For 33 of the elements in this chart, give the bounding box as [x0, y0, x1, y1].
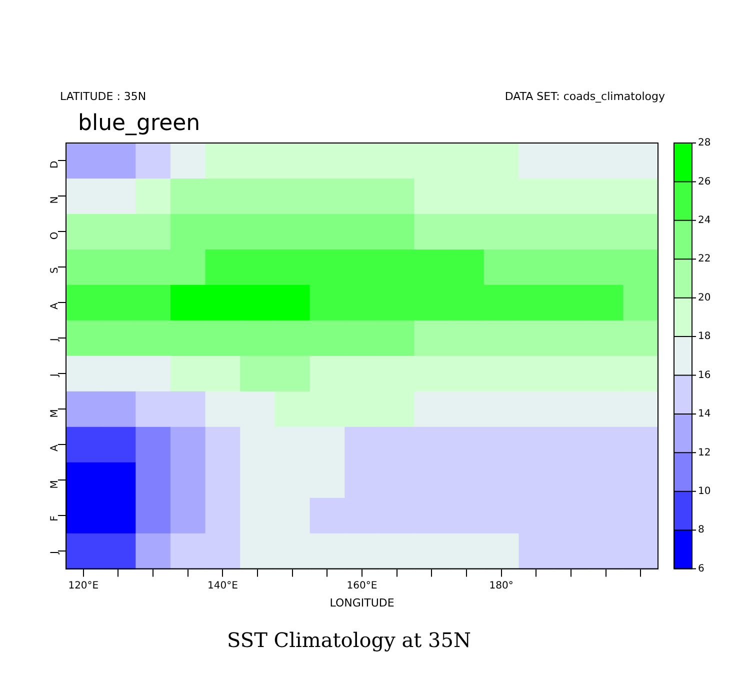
color-bar-label: 10: [698, 486, 711, 497]
text: SST Climatology at 35N: [227, 628, 471, 652]
color-bar-label: 18: [698, 331, 711, 342]
color-bar-label: 14: [698, 408, 711, 420]
x-axis-title: LONGITUDE: [330, 596, 394, 610]
x-tick-label: 140°E: [208, 580, 238, 592]
color-bar-label: 12: [698, 447, 711, 458]
x-tick-label: 160°E: [346, 580, 378, 592]
color-bar-label: 26: [698, 176, 711, 188]
text: DATA SET: coads_climatology: [504, 90, 666, 103]
color-bar-label: 28: [698, 138, 711, 149]
y-tick-label: M: [50, 480, 61, 489]
color-bar-label: 16: [698, 370, 711, 381]
y-tick-label: J: [50, 338, 61, 342]
y-tick-label: N: [50, 196, 61, 204]
y-tick-label: J: [50, 374, 61, 378]
color-bar-label: 22: [698, 254, 711, 265]
color-bar-label: 8: [698, 524, 704, 536]
color-bar-label: 20: [698, 292, 711, 304]
y-tick-label: D: [50, 160, 61, 168]
text: LATITUDE : 35N: [60, 90, 146, 103]
color-bar-label: 24: [698, 215, 711, 226]
y-tick-label: S: [50, 267, 61, 274]
y-tick-label: A: [50, 302, 61, 310]
color-bar-label: 6: [698, 563, 704, 574]
y-tick-label: O: [50, 232, 61, 240]
y-tick-label: F: [50, 515, 61, 522]
y-tick-label: M: [50, 409, 61, 418]
x-tick-label: 120°E: [68, 580, 99, 592]
x-tick-label: 180°: [489, 580, 514, 592]
y-tick-label: A: [50, 444, 61, 452]
text: blue_green: [78, 111, 200, 136]
y-tick-label: J: [50, 551, 61, 556]
